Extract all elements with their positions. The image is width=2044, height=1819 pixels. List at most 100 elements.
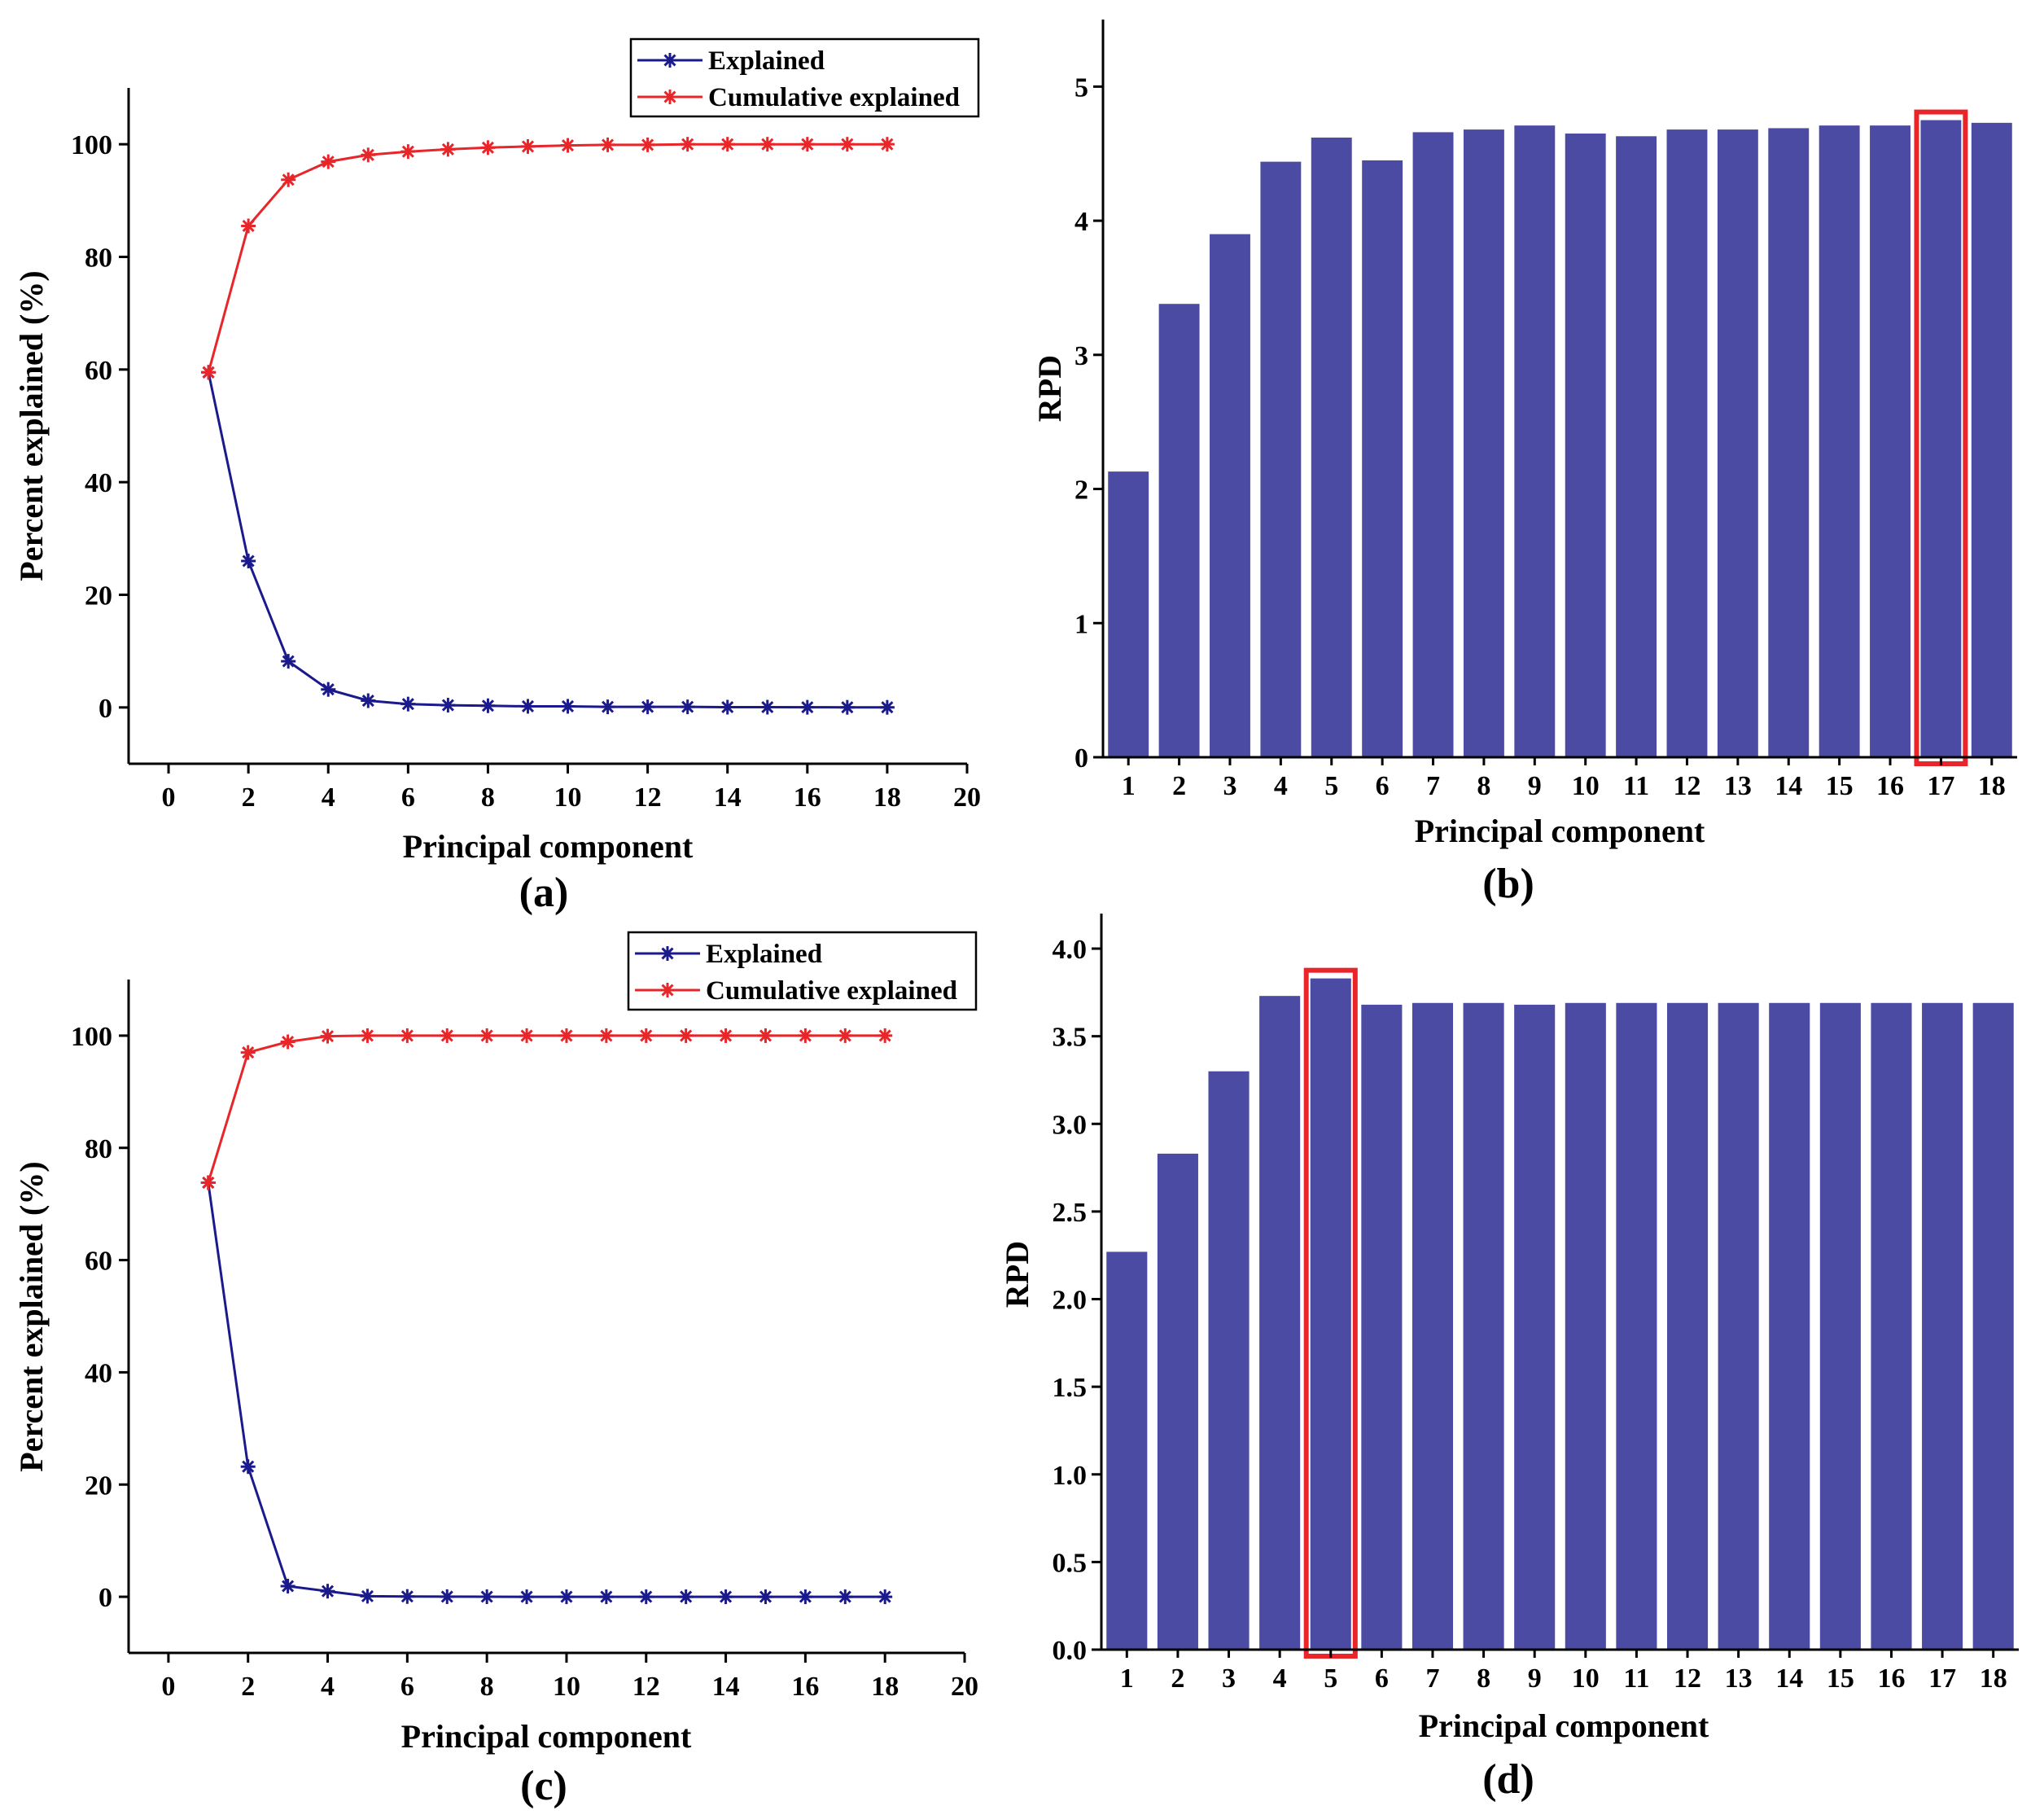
y-tick-label: 4: [1075, 207, 1088, 237]
data-point: [320, 1028, 335, 1044]
x-tick-label: 12: [1673, 771, 1700, 801]
x-tick-label: 2: [1171, 1663, 1184, 1694]
x-tick-label: 5: [1324, 1663, 1337, 1694]
y-tick-label: 5: [1075, 72, 1088, 103]
x-tick-label: 11: [1623, 1663, 1649, 1694]
data-point: [720, 699, 735, 715]
bar-5: [1311, 137, 1352, 757]
data-point: [720, 137, 735, 152]
y-tick-label: 60: [85, 356, 112, 386]
data-point: [558, 1028, 574, 1043]
data-point: [600, 699, 615, 715]
legend: Explained Cumulative explained: [629, 37, 980, 118]
data-point: [718, 1589, 733, 1605]
y-tick-label: 2.5: [1053, 1198, 1088, 1228]
x-axis-label: Principal component: [401, 1718, 692, 1755]
bar-7: [1412, 1002, 1454, 1650]
legend-item: Explained: [635, 940, 822, 969]
x-tick-label: 14: [714, 782, 742, 813]
data-point: [838, 1589, 853, 1605]
bar-12: [1666, 129, 1708, 758]
x-tick-label: 20: [953, 782, 981, 813]
data-point: [680, 699, 695, 715]
data-point: [638, 1589, 654, 1605]
x-tick-label: 7: [1425, 1663, 1439, 1694]
data-point: [281, 654, 296, 669]
bar-11: [1616, 1002, 1657, 1650]
series-line: [207, 142, 887, 373]
data-point: [560, 138, 576, 153]
data-point: [758, 1589, 773, 1605]
data-point: [759, 137, 775, 152]
y-tick-label: 0.5: [1053, 1548, 1088, 1578]
bar-16: [1870, 125, 1911, 758]
bar-3: [1210, 234, 1250, 758]
data-point: [640, 699, 655, 715]
x-tick-label: 6: [1375, 1663, 1389, 1694]
series-line: [207, 1182, 886, 1598]
data-point: [799, 137, 815, 152]
x-tick-label: 8: [1477, 1663, 1490, 1694]
x-tick-label: 16: [1877, 1663, 1905, 1694]
data-point: [718, 1028, 733, 1043]
x-axis-label: Principal component: [1415, 813, 1705, 849]
x-tick-label: 8: [480, 1672, 494, 1702]
y-axis-label: Percent explained (%): [13, 1161, 50, 1471]
y-tick-label: 3: [1075, 341, 1088, 371]
data-point: [600, 137, 615, 152]
data-point: [280, 1578, 295, 1593]
data-point: [798, 1028, 813, 1043]
data-point: [680, 137, 695, 152]
data-point: [321, 154, 336, 169]
data-point: [878, 1589, 893, 1605]
x-tick-label: 5: [1324, 771, 1338, 801]
data-point: [678, 1589, 694, 1605]
x-tick-label: 9: [1528, 1663, 1542, 1694]
data-point: [598, 1589, 614, 1605]
y-tick-label: 0: [98, 694, 112, 724]
bar-15: [1819, 1002, 1861, 1650]
data-point: [400, 1028, 415, 1043]
series-cumulative: [201, 137, 895, 380]
x-tick-label: 18: [871, 1672, 899, 1702]
series-line: [207, 371, 887, 709]
x-tick-label: 4: [1274, 771, 1288, 801]
data-point: [241, 218, 256, 234]
y-axis-label: RPD: [999, 1241, 1035, 1308]
bar-9: [1514, 1004, 1556, 1650]
x-tick-label: 3: [1222, 1663, 1236, 1694]
x-axis-label: Principal component: [403, 828, 694, 865]
x-tick-label: 17: [1928, 1663, 1956, 1694]
data-point: [200, 1175, 216, 1190]
y-tick-label: 80: [85, 243, 112, 274]
data-point: [799, 699, 815, 715]
x-tick-label: 18: [873, 782, 901, 813]
panel-label: (a): [519, 870, 569, 916]
bar-16: [1871, 1002, 1912, 1650]
bar-13: [1718, 1002, 1759, 1650]
data-point: [360, 1028, 375, 1043]
series-line: [207, 1034, 886, 1183]
bar-1: [1108, 471, 1149, 757]
x-tick-label: 6: [401, 782, 415, 813]
y-tick-label: 1.5: [1053, 1373, 1088, 1403]
data-point: [758, 1028, 773, 1043]
x-tick-label: 11: [1623, 771, 1649, 801]
x-tick-label: 3: [1223, 771, 1236, 801]
data-point: [878, 1028, 893, 1043]
series-explained: [200, 1175, 893, 1605]
data-point: [400, 1589, 415, 1604]
data-point: [558, 1589, 574, 1605]
y-tick-label: 20: [85, 581, 112, 611]
data-point: [321, 682, 336, 697]
bar-6: [1362, 160, 1403, 758]
x-tick-label: 15: [1827, 1663, 1854, 1694]
x-tick-label: 12: [634, 782, 662, 813]
data-point: [839, 699, 855, 715]
x-tick-label: 0: [161, 1672, 175, 1702]
x-tick-label: 18: [1980, 1663, 2007, 1694]
bar-1: [1106, 1251, 1148, 1650]
x-tick-label: 2: [241, 1672, 255, 1702]
